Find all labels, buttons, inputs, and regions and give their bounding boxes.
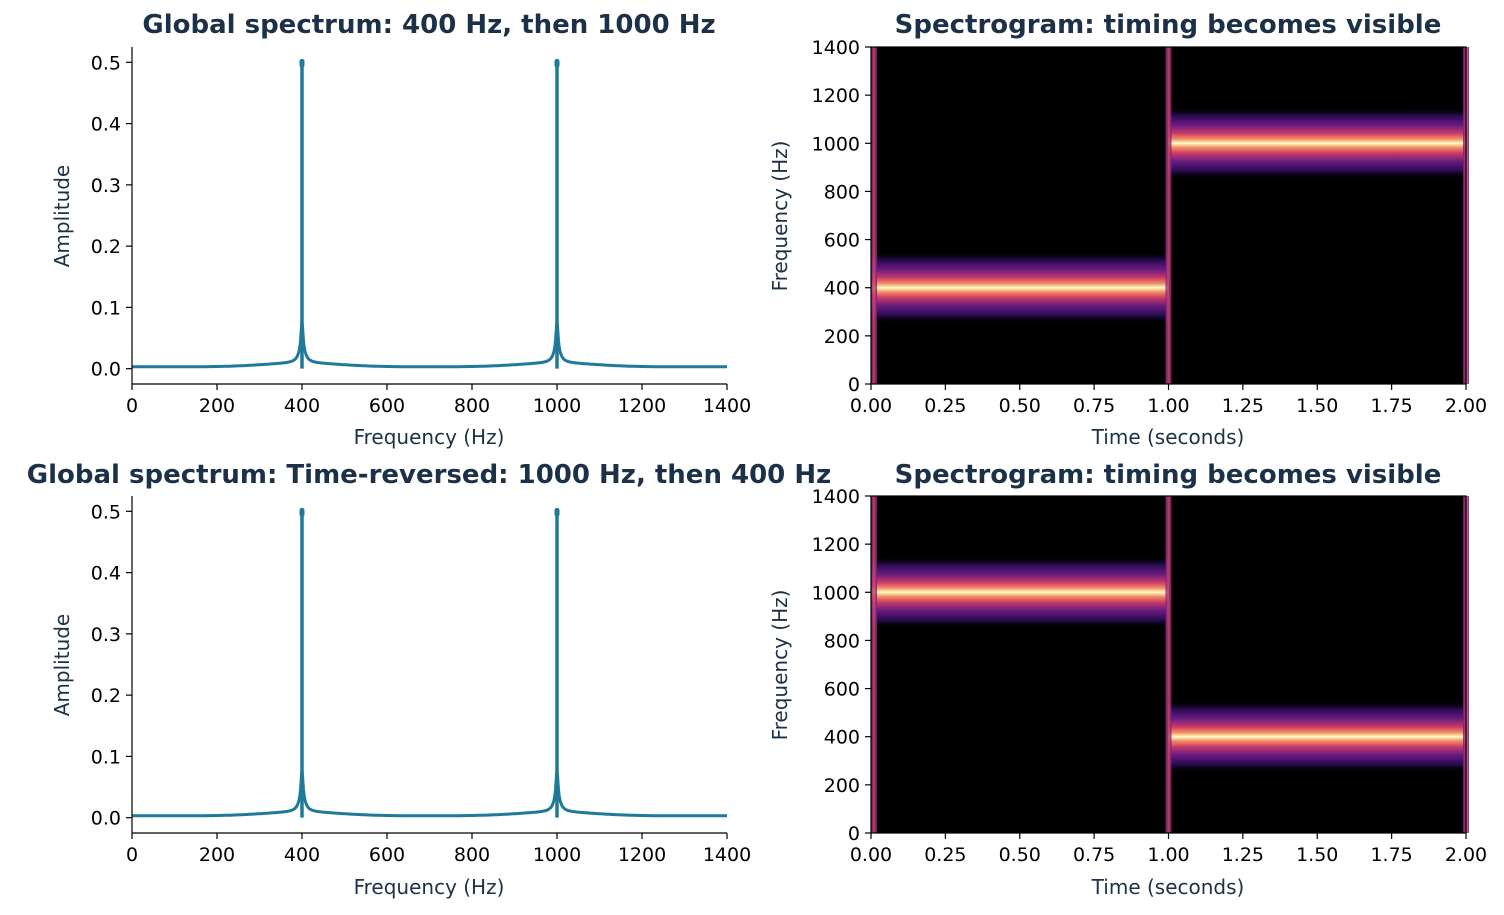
x-tick-label: 800	[454, 395, 490, 417]
y-tick-label: 0.1	[91, 297, 121, 319]
plot-area: 0 200 400 600 800 1000 1200 1400 0.0 0.1 0.2 0.3 0.4…	[91, 496, 751, 866]
x-tick-label: 0.50	[999, 844, 1041, 866]
chart-title: Global spectrum: 400 Hz, then 1000 Hz	[142, 10, 715, 40]
x-axis-label: Time (seconds)	[1091, 425, 1245, 449]
heatmap-band	[1168, 700, 1466, 773]
x-tick-label: 0.75	[1073, 844, 1115, 866]
x-tick-label: 0	[126, 395, 138, 417]
y-tick-label: 0.0	[91, 359, 121, 381]
y-tick-label: 0.4	[91, 563, 121, 585]
heatmap-band	[871, 251, 1169, 324]
panel-spectrum-top: Global spectrum: 400 Hz, then 1000 Hz 0 2…	[50, 10, 751, 449]
transient-line	[871, 496, 877, 833]
transient-line	[1165, 47, 1172, 384]
y-axis-label: Amplitude	[50, 165, 74, 268]
x-axis-label: Time (seconds)	[1091, 875, 1245, 899]
x-tick-label: 800	[454, 844, 490, 866]
y-tick-label: 400	[824, 278, 860, 300]
transient-line	[871, 47, 877, 384]
y-tick-label: 1200	[812, 85, 860, 107]
y-tick-label: 800	[824, 181, 860, 203]
x-tick-label: 0.25	[924, 395, 966, 417]
y-tick-label: 1000	[812, 582, 860, 604]
x-tick-label: 400	[284, 395, 320, 417]
y-axis-label: Frequency (Hz)	[768, 590, 792, 741]
x-tick-label: 1.25	[1222, 395, 1264, 417]
y-axis-label: Frequency (Hz)	[768, 141, 792, 292]
panel-spectrogram-bottom: Spectrogram: timing becomes visible 0.00…	[768, 460, 1487, 899]
y-tick-label: 0.4	[91, 114, 121, 136]
y-tick-label: 600	[824, 230, 860, 252]
transient-line	[1165, 496, 1172, 833]
x-tick-label: 1.50	[1296, 844, 1338, 866]
y-tick-label: 1000	[812, 133, 860, 155]
chart-title: Global spectrum: Time-reversed: 1000 Hz,…	[27, 460, 831, 490]
heatmap-band	[1168, 107, 1466, 180]
x-tick-label: 1.75	[1370, 844, 1412, 866]
x-tick-label: 600	[369, 395, 405, 417]
y-axis-label: Amplitude	[50, 614, 74, 717]
x-tick-label: 1.75	[1370, 395, 1412, 417]
y-tick-label: 0.3	[91, 624, 121, 646]
x-tick-label: 0.00	[850, 844, 892, 866]
x-tick-label: 1.50	[1296, 395, 1338, 417]
x-tick-label: 1000	[533, 844, 581, 866]
x-tick-label: 2.00	[1445, 844, 1487, 866]
x-tick-label: 1400	[703, 395, 751, 417]
y-tick-label: 400	[824, 727, 860, 749]
y-tick-label: 200	[824, 326, 860, 348]
x-tick-label: 0.00	[850, 395, 892, 417]
y-tick-label: 0	[848, 823, 860, 845]
x-tick-label: 0	[126, 844, 138, 866]
plot-area: 0.00 0.25 0.50 0.75 1.00 1.25 1.50 1.75 2.00 0 200…	[812, 486, 1488, 866]
y-tick-label: 800	[824, 630, 860, 652]
x-axis-label: Frequency (Hz)	[354, 875, 505, 899]
plot-area: 0.00 0.25 0.50 0.75 1.00 1.25 1.50 1.75 2.00 0 200…	[812, 37, 1488, 417]
y-tick-label: 1200	[812, 534, 860, 556]
x-tick-label: 1.00	[1147, 395, 1189, 417]
y-tick-label: 600	[824, 679, 860, 701]
x-tick-label: 1400	[703, 844, 751, 866]
y-tick-label: 0.5	[91, 501, 121, 523]
x-tick-label: 1.00	[1147, 844, 1189, 866]
x-tick-label: 1200	[618, 395, 666, 417]
y-tick-label: 0.2	[91, 236, 121, 258]
x-tick-label: 0.25	[924, 844, 966, 866]
plot-area: 0 200 400 600 800 1000 1200 1400 0.0 0.1 0.2 0.3 0.4…	[91, 47, 751, 417]
x-tick-label: 200	[199, 844, 235, 866]
x-tick-label: 1000	[533, 395, 581, 417]
x-tick-label: 600	[369, 844, 405, 866]
y-tick-label: 1400	[812, 37, 860, 59]
x-axis-label: Frequency (Hz)	[354, 425, 505, 449]
y-tick-label: 0.2	[91, 685, 121, 707]
y-tick-label: 0.5	[91, 52, 121, 74]
x-tick-label: 400	[284, 844, 320, 866]
x-tick-label: 1.25	[1222, 844, 1264, 866]
y-tick-label: 0.3	[91, 175, 121, 197]
x-tick-label: 0.75	[1073, 395, 1115, 417]
panel-spectrogram-top: Spectrogram: timing becomes visible 0.00…	[768, 10, 1487, 449]
x-tick-label: 1200	[618, 844, 666, 866]
x-tick-label: 2.00	[1445, 395, 1487, 417]
y-tick-label: 1400	[812, 486, 860, 508]
y-tick-label: 200	[824, 775, 860, 797]
y-tick-label: 0.1	[91, 746, 121, 768]
chart-title: Spectrogram: timing becomes visible	[895, 10, 1442, 40]
x-tick-label: 200	[199, 395, 235, 417]
panel-spectrum-bottom: Global spectrum: Time-reversed: 1000 Hz,…	[27, 460, 831, 899]
chart-title: Spectrogram: timing becomes visible	[895, 460, 1442, 490]
series-line	[132, 770, 727, 818]
series-line	[132, 321, 727, 369]
y-tick-label: 0	[848, 374, 860, 396]
x-tick-label: 0.50	[999, 395, 1041, 417]
y-tick-label: 0.0	[91, 808, 121, 830]
heatmap-band	[871, 556, 1169, 629]
